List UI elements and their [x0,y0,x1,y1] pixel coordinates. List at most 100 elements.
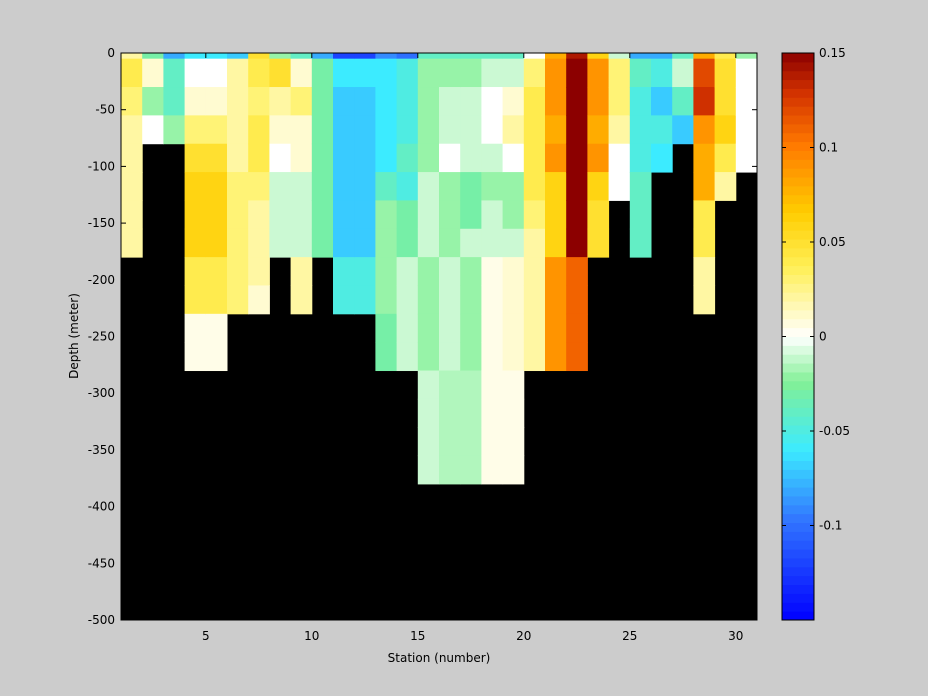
heatmap-cell [523,87,546,116]
heatmap-cell [587,53,610,60]
heatmap-cell [227,115,249,145]
heatmap-cell [545,257,567,286]
heatmap-cell [354,87,376,116]
heatmap-cell [205,87,228,116]
y-tick-label: -200 [88,273,115,287]
colorbar-band [782,433,814,444]
heatmap-cell [417,257,440,286]
heatmap-cell [184,87,207,116]
heatmap-cell [396,342,419,372]
heatmap-cell [121,115,143,145]
colorbar-band [782,566,814,577]
heatmap-cell [375,143,398,173]
heatmap-cell [481,87,504,116]
heatmap-cell [460,200,482,230]
heatmap-cell [396,313,419,343]
heatmap-cell [311,115,334,145]
heatmap-cell [227,257,249,286]
colorbar-band [782,150,814,160]
colorbar-band [782,61,814,72]
heatmap-cell [142,53,164,60]
heatmap-cell [608,115,631,145]
heatmap-cell [121,87,143,116]
heatmap-cell [248,115,270,145]
heatmap-cell [587,58,610,88]
heatmap-cell [481,455,504,485]
heatmap-cell [311,87,334,116]
colorbar-band [782,336,814,346]
heatmap-cell [290,200,313,230]
heatmap-cell [523,200,546,230]
heatmap-cell [354,285,376,315]
heatmap-cell [735,53,758,60]
heatmap-cell [502,115,525,145]
heatmap-cell [163,115,186,145]
heatmap-cell [396,228,419,258]
heatmap-cell [248,172,270,201]
colorbar-band [782,531,814,541]
colorbar-ticks: -0.1 -0.05 0 0.05 0.1 0.15 [782,46,850,533]
heatmap-cell [439,313,461,343]
heatmap-cell [417,398,440,428]
heatmap-cell [651,115,673,145]
heatmap-cell [651,143,673,173]
heatmap-cell [693,285,716,315]
x-tick-label: 15 [410,629,425,643]
heatmap-cell [375,200,398,230]
heatmap-cell [651,53,673,60]
heatmap-cell [121,228,143,258]
heatmap-cell [311,143,334,173]
heatmap-cell [566,58,588,88]
colorbar-band [782,70,814,81]
colorbar-band [782,398,814,408]
colorbar-band [782,549,814,559]
heatmap-cell [481,370,504,400]
colorbar-band [782,88,814,98]
heatmap-cell [629,87,652,116]
y-tick-label: -150 [88,216,115,230]
heatmap-cell [566,257,588,286]
heatmap-cell [566,228,588,258]
heatmap-cell [290,53,313,60]
heatmap-cell [121,200,143,230]
colorbar-band [782,168,814,178]
heatmap-cell [205,228,228,258]
colorbar-band [782,123,814,134]
heatmap-cell [651,87,673,116]
colorbar-band [782,345,814,355]
heatmap-cell [396,200,419,230]
heatmap-cell [545,172,567,201]
heatmap-cell [587,87,610,116]
colorbar-band [782,212,814,222]
heatmap-cell [269,53,292,60]
heatmap-cell [311,200,334,230]
heatmap-cell [439,58,461,88]
heatmap-cell [184,115,207,145]
heatmap-cell [333,285,355,315]
colorbar-band [782,106,814,116]
heatmap-cell [142,58,164,88]
heatmap-cell [629,200,652,230]
heatmap-cell [439,115,461,145]
colorbar-band [782,460,814,470]
heatmap-cell [523,285,546,315]
heatmap-cell [693,200,716,230]
y-tick-label: -450 [88,556,115,570]
colorbar-band [782,292,814,302]
heatmap-cell [354,58,376,88]
heatmap-cell [121,58,143,88]
heatmap-cell [714,53,737,60]
heatmap-cell [523,228,546,258]
colorbar-band [782,256,814,267]
y-tick-label: -500 [88,613,115,627]
colorbar-tick-label: 0.05 [819,235,846,249]
heatmap-cell [205,285,228,315]
heatmap-cell [354,257,376,286]
heatmap-cell [269,172,292,201]
heatmap-cell [502,427,525,457]
colorbar-band [782,221,814,231]
heatmap-cell [693,115,716,145]
heatmap-cell [735,115,758,145]
heatmap-cell [629,115,652,145]
